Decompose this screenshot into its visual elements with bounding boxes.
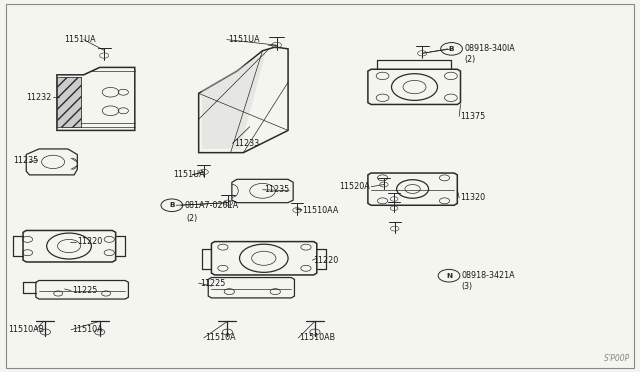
Text: 11510AB: 11510AB [300, 333, 336, 343]
Polygon shape [202, 52, 266, 149]
Text: 1151UA: 1151UA [173, 170, 205, 179]
Text: 11225: 11225 [200, 279, 225, 288]
Text: 11510A: 11510A [205, 333, 236, 343]
Text: 1151UA: 1151UA [228, 35, 260, 44]
Text: 11220: 11220 [314, 256, 339, 264]
Text: 11233: 11233 [234, 139, 259, 148]
Text: 081A7-0201A: 081A7-0201A [184, 201, 239, 210]
Text: 11375: 11375 [461, 112, 486, 121]
Text: S’P00P: S’P00P [604, 354, 630, 363]
Text: (2): (2) [465, 55, 476, 64]
Polygon shape [57, 77, 81, 127]
Text: B: B [449, 46, 454, 52]
Text: N: N [446, 273, 452, 279]
Text: 11225: 11225 [72, 286, 97, 295]
Text: 11220: 11220 [77, 237, 102, 246]
Text: 08918-3421A: 08918-3421A [462, 271, 515, 280]
Text: 11320: 11320 [461, 193, 486, 202]
Text: 11510AB: 11510AB [8, 325, 45, 334]
Text: 08918-340IA: 08918-340IA [465, 44, 515, 53]
Text: (3): (3) [462, 282, 473, 291]
Text: 11235: 11235 [13, 155, 38, 164]
Text: 1151UA: 1151UA [65, 35, 96, 44]
Text: (2): (2) [186, 214, 197, 223]
Text: 11510A: 11510A [72, 325, 103, 334]
Text: 11235: 11235 [264, 185, 289, 194]
Text: B: B [169, 202, 175, 208]
Text: 11232: 11232 [26, 93, 51, 102]
Text: 11510AA: 11510AA [302, 206, 339, 215]
Text: 11520A: 11520A [339, 182, 370, 191]
